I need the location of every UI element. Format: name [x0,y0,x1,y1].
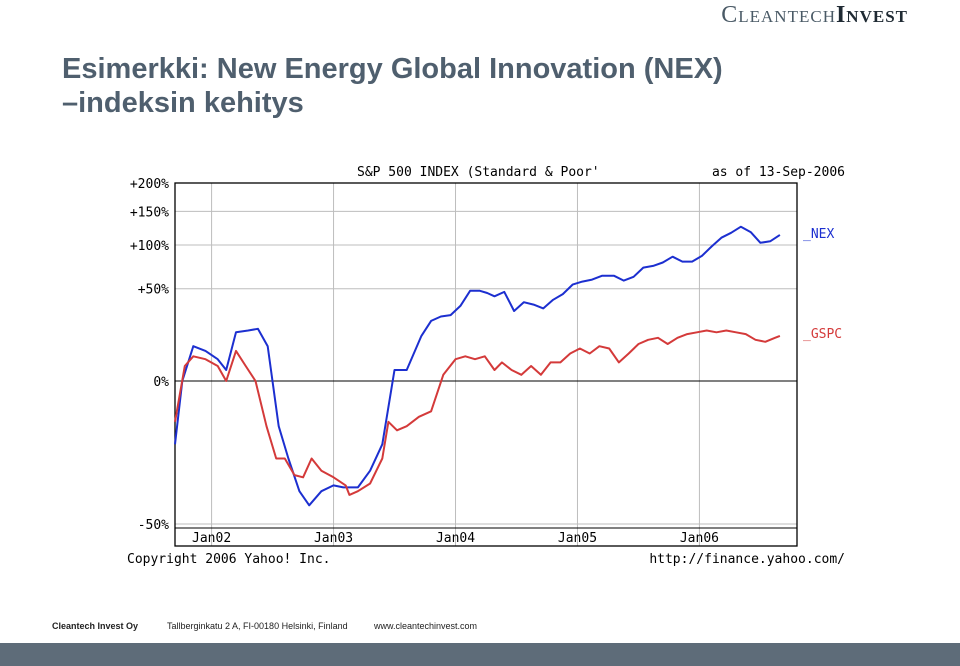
x-axis: Jan02 Jan03 Jan04 Jan05 Jan06 [175,527,797,546]
logo-part1: Cleantech [721,2,836,28]
slide-title-line2: –indeksin kehitys [62,87,304,119]
legend-entry-gspc: _GSPC [803,327,842,342]
chart-title: S&P 500 INDEX (Standard & Poor' [357,165,600,180]
y-tick-label: 0% [153,375,169,390]
logo-part2: Invest [835,2,908,28]
legend: _NEX _GSPC [803,227,842,342]
y-tick-label: +150% [130,205,169,220]
y-tick-label: -50% [138,518,169,533]
source-url: http://finance.yahoo.com/ [649,552,845,567]
y-axis: -50% 0% +50% +100% +150% +200% [130,177,169,533]
x-tick-label: Jan03 [314,531,353,546]
bottom-bar [0,643,960,666]
slide-title: Esimerkki: New Energy Global Innovation … [62,52,942,120]
slide-title-line1: Esimerkki: New Energy Global Innovation … [62,53,723,85]
series-line-nex [174,225,781,507]
footer-company: Cleantech Invest Oy [52,621,139,631]
x-tick-label: Jan06 [680,531,719,546]
x-tick-label: Jan05 [558,531,597,546]
plot-frame [174,182,798,547]
chart-as-of: as of 13-Sep-2006 [712,165,845,180]
series-group [174,225,781,507]
x-tick-label: Jan04 [436,531,475,546]
legend-entry-nex: _NEX [803,227,834,242]
y-tick-label: +200% [130,177,169,192]
company-logo: CleantechInvest [721,2,908,29]
footer-website[interactable]: www.cleantechinvest.com [374,621,478,631]
x-tick-label: Jan02 [192,531,231,546]
footer-address: Tallberginkatu 2 A, FI-00180 Helsinki, F… [167,621,348,631]
chart-grid [175,182,797,546]
line-chart: -50%0%+50%+100%+150%+200% Jan02 Jan03 Jan0… [127,165,845,567]
footer: Cleantech Invest Oy Tallberginkatu 2 A, … [52,621,477,631]
series-line-gspc [174,329,781,496]
y-tick-label: +100% [130,239,169,254]
copyright-text: Copyright 2006 Yahoo! Inc. [127,552,331,567]
y-tick-label: +50% [138,283,169,298]
